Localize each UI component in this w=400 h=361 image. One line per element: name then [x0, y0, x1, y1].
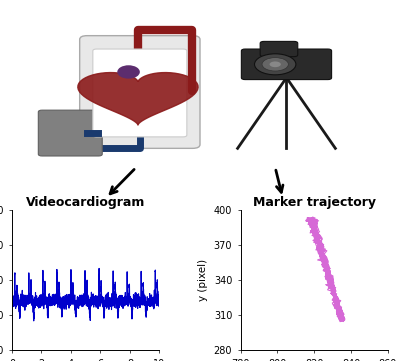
FancyBboxPatch shape: [38, 110, 102, 156]
FancyBboxPatch shape: [260, 42, 298, 57]
Title: Marker trajectory: Marker trajectory: [253, 196, 376, 209]
FancyBboxPatch shape: [241, 49, 332, 79]
Polygon shape: [78, 73, 198, 125]
FancyBboxPatch shape: [80, 36, 200, 148]
FancyBboxPatch shape: [93, 49, 187, 137]
Circle shape: [254, 54, 296, 75]
Circle shape: [270, 61, 281, 67]
Circle shape: [262, 58, 288, 71]
Ellipse shape: [117, 65, 140, 79]
Y-axis label: y (pixel): y (pixel): [198, 259, 208, 301]
Title: Videocardiogram: Videocardiogram: [26, 196, 146, 209]
